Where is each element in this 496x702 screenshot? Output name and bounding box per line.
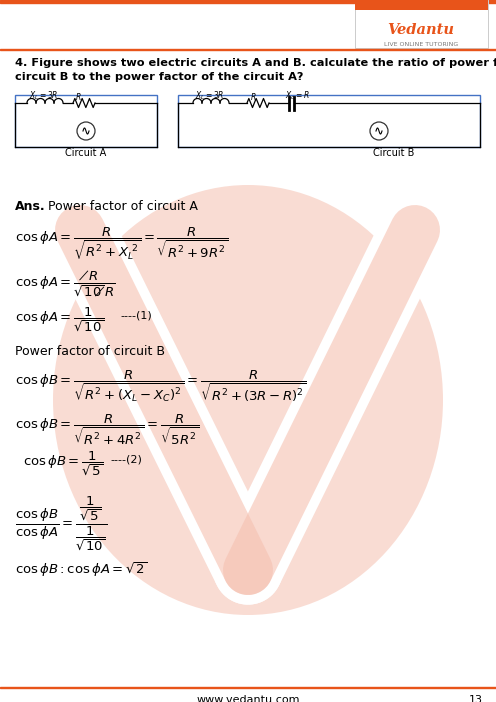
Text: 4. Figure shows two electric circuits A and B. calculate the ratio of power fact: 4. Figure shows two electric circuits A … (15, 58, 496, 68)
Text: $\cos\phi B=\dfrac{1}{\sqrt{5}}$: $\cos\phi B=\dfrac{1}{\sqrt{5}}$ (23, 450, 104, 478)
Bar (355, 0, 488, 10)
Text: ----(1): ----(1) (120, 310, 152, 320)
Text: $\cos\phi A=\dfrac{R}{\sqrt{R^{2}+X_{L}^{\ 2}}}=\dfrac{R}{\sqrt{R^{2}+9R^{2}}}$: $\cos\phi A=\dfrac{R}{\sqrt{R^{2}+X_{L}^… (15, 225, 228, 262)
Text: $R$: $R$ (75, 91, 81, 102)
Text: Circuit B: Circuit B (373, 148, 415, 158)
Text: $X_c=R$: $X_c=R$ (285, 89, 310, 102)
Text: $\cos\phi A=\dfrac{\not{R}}{\sqrt{10}\,\not{R}}$: $\cos\phi A=\dfrac{\not{R}}{\sqrt{10}\,\… (15, 268, 116, 299)
Text: $\cos\phi B:\cos\phi A=\sqrt{2}$: $\cos\phi B:\cos\phi A=\sqrt{2}$ (15, 560, 148, 578)
Text: circuit B to the power factor of the circuit A?: circuit B to the power factor of the cir… (15, 72, 304, 82)
Text: LIVE ONLINE TUTORING: LIVE ONLINE TUTORING (384, 41, 458, 46)
Bar (355, 0, 488, 48)
Bar (0, 0, 496, 3)
Text: Power factor of circuit B: Power factor of circuit B (15, 345, 165, 358)
Text: $\cos\phi B=\dfrac{R}{\sqrt{R^{2}+4R^{2}}}=\dfrac{R}{\sqrt{5R^{2}}}$: $\cos\phi B=\dfrac{R}{\sqrt{R^{2}+4R^{2}… (15, 413, 199, 447)
Text: $\cos\phi B=\dfrac{R}{\sqrt{R^{2}+(X_{L}-X_{C})^{2}}}=\dfrac{R}{\sqrt{R^{2}+(3R-: $\cos\phi B=\dfrac{R}{\sqrt{R^{2}+(X_{L}… (15, 368, 307, 404)
Text: Circuit A: Circuit A (65, 148, 107, 158)
Bar (178, 95, 480, 147)
Text: ----(2): ----(2) (110, 454, 142, 464)
Bar (15, 95, 157, 147)
Text: 13: 13 (469, 695, 483, 702)
Text: $R$: $R$ (250, 91, 256, 102)
Text: $X_L=3R$: $X_L=3R$ (29, 89, 59, 102)
Text: Vedantu: Vedantu (387, 23, 454, 37)
Text: Power factor of circuit A: Power factor of circuit A (48, 200, 198, 213)
Text: Ans.: Ans. (15, 200, 46, 213)
Text: www.vedantu.com: www.vedantu.com (196, 695, 300, 702)
Bar (0, 48, 496, 50)
Ellipse shape (53, 185, 443, 615)
Bar (0, 687, 496, 688)
Text: $\dfrac{\cos\phi B}{\cos\phi A}=\dfrac{\dfrac{1}{\sqrt{5}}}{\dfrac{1}{\sqrt{10}}: $\dfrac{\cos\phi B}{\cos\phi A}=\dfrac{\… (15, 495, 108, 553)
Text: $\cos\phi A=\dfrac{1}{\sqrt{10}}$: $\cos\phi A=\dfrac{1}{\sqrt{10}}$ (15, 306, 104, 334)
Text: $X_L=3R$: $X_L=3R$ (195, 89, 224, 102)
